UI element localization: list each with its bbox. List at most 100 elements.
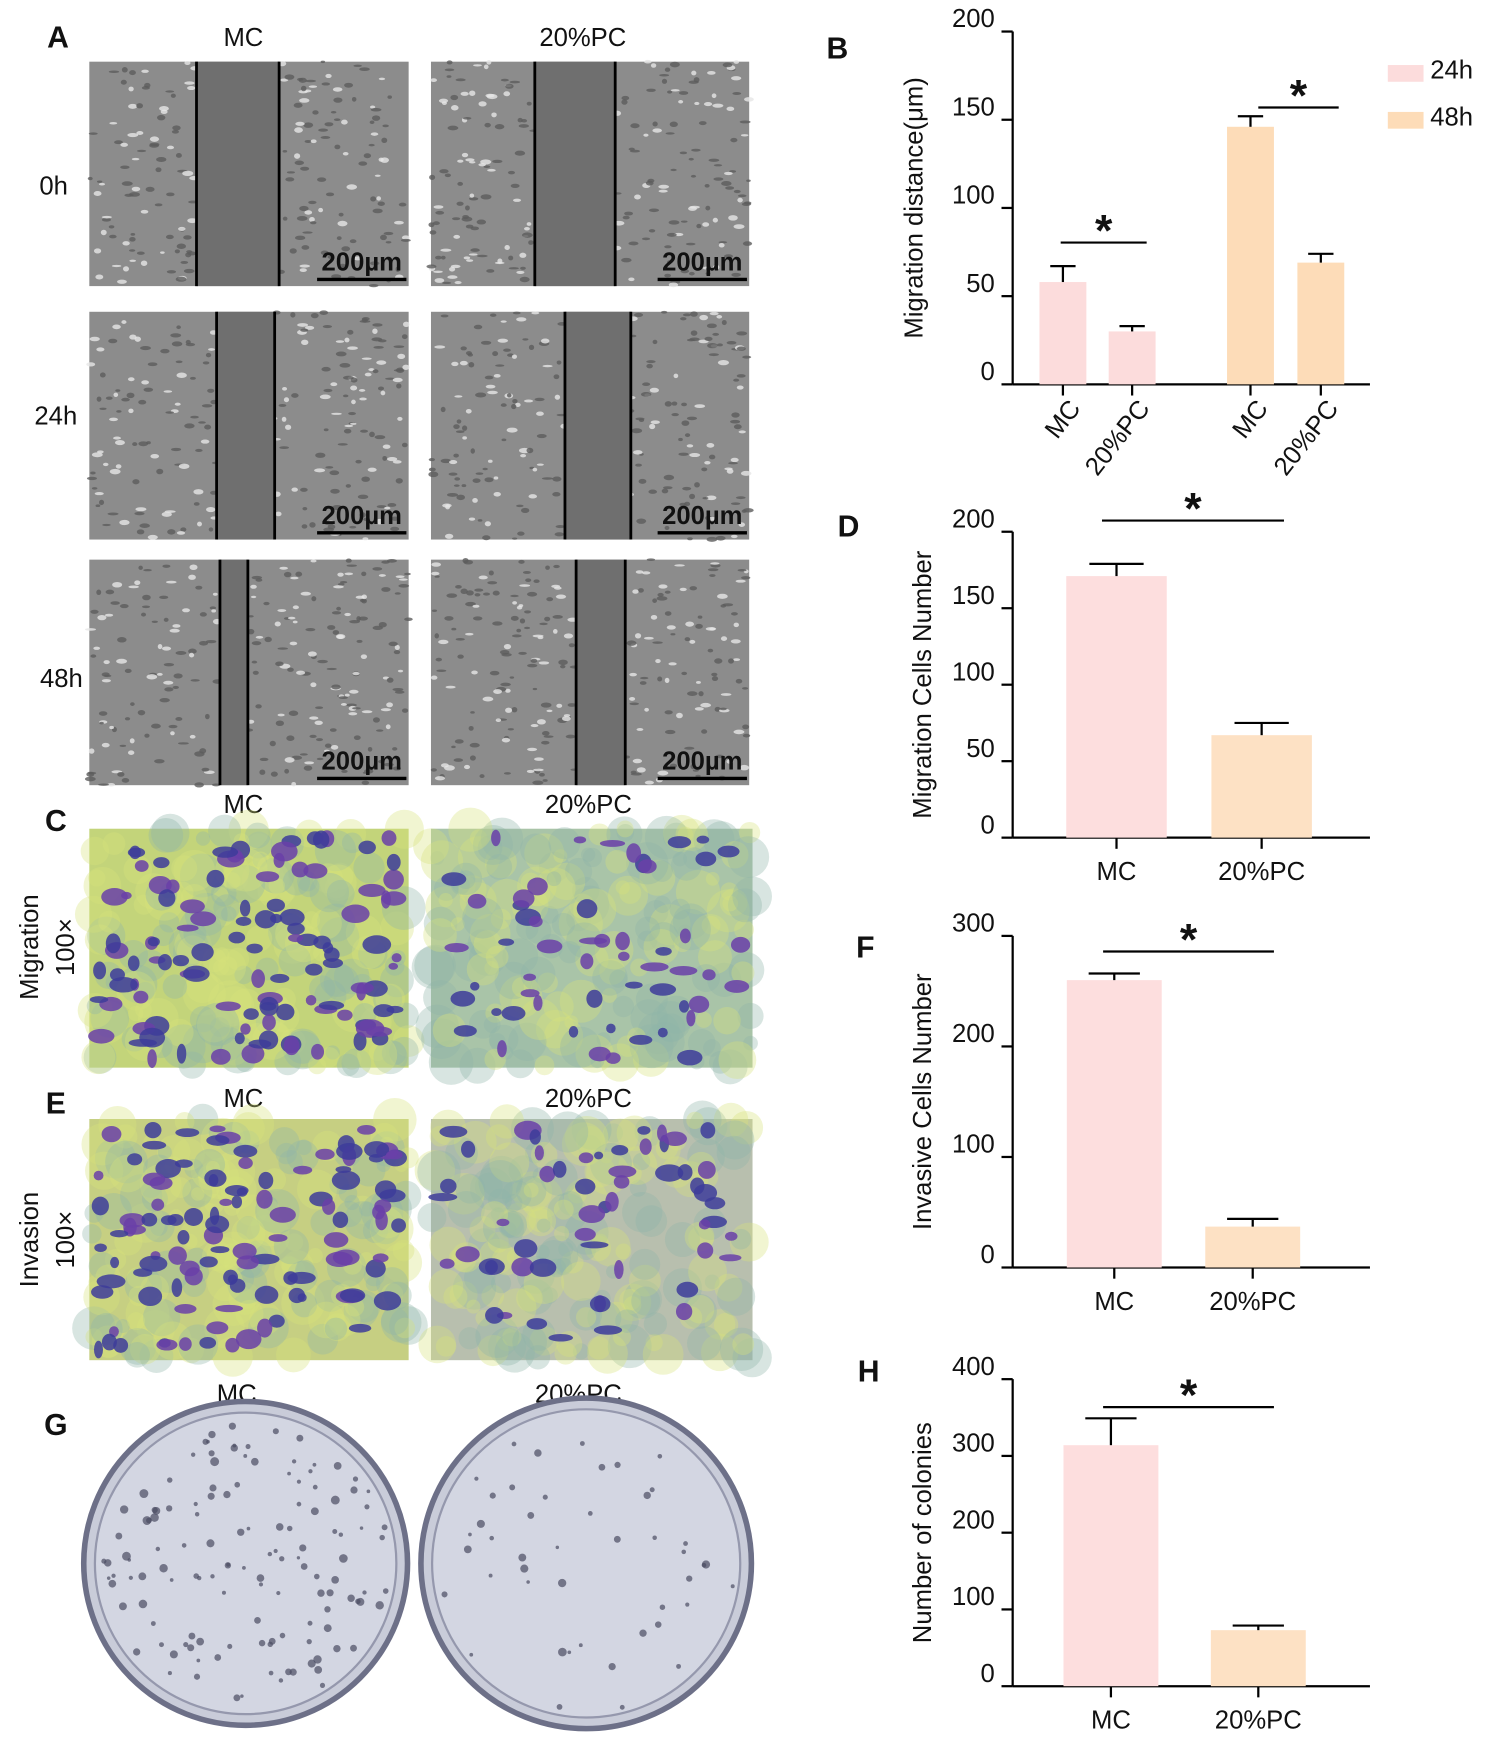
cell <box>649 387 659 393</box>
cell <box>635 570 644 574</box>
texture <box>341 1049 362 1070</box>
stained-cell <box>588 1046 611 1062</box>
colony <box>542 1494 548 1500</box>
stained-cell <box>139 1027 166 1048</box>
cell <box>440 406 446 413</box>
cell <box>131 186 141 192</box>
cell <box>510 183 520 188</box>
colony <box>233 1694 241 1702</box>
stained-cell <box>238 1157 253 1170</box>
cell <box>394 644 400 651</box>
cell <box>121 778 130 783</box>
cell <box>663 486 673 490</box>
texture <box>508 1155 539 1185</box>
cell <box>509 676 515 679</box>
cell <box>732 92 742 95</box>
cell <box>453 453 459 458</box>
micrograph <box>74 809 426 1079</box>
stained-cell <box>534 1145 544 1161</box>
texture <box>739 821 761 844</box>
texture <box>85 1151 124 1190</box>
cell <box>520 454 527 458</box>
cell <box>687 691 698 696</box>
texture <box>607 1324 652 1369</box>
cell <box>359 397 367 401</box>
cell <box>122 241 130 246</box>
texture <box>421 1018 462 1060</box>
colony <box>364 1504 370 1510</box>
cell <box>96 396 102 402</box>
cell <box>162 564 171 568</box>
stained-cell <box>209 1125 226 1133</box>
cell <box>487 168 496 172</box>
cell <box>448 472 458 476</box>
cell <box>339 580 348 584</box>
cell <box>664 525 670 530</box>
cell <box>449 266 456 272</box>
texture <box>389 1036 419 1067</box>
texture <box>481 1284 505 1308</box>
stained-cell <box>155 1158 181 1178</box>
texture <box>520 833 552 865</box>
cell <box>736 331 748 336</box>
stained-cell <box>358 840 376 855</box>
cell <box>684 637 691 642</box>
cell <box>361 317 370 321</box>
cell <box>658 184 670 189</box>
cell <box>127 132 139 138</box>
cell <box>652 128 662 133</box>
cell <box>342 151 349 156</box>
stained-cell <box>586 989 603 1008</box>
stained-cell <box>365 1259 386 1278</box>
cell <box>180 261 189 264</box>
stained-cell <box>439 1125 468 1138</box>
cell <box>361 571 367 577</box>
texture <box>452 1266 497 1310</box>
colony <box>187 1644 195 1652</box>
cell <box>302 507 308 511</box>
y-tick-label: 200 <box>952 505 995 533</box>
cell <box>102 462 109 467</box>
colony <box>138 1599 148 1609</box>
micrograph <box>86 310 410 541</box>
cell <box>706 323 717 329</box>
colony <box>167 1477 173 1483</box>
cell <box>690 763 696 770</box>
cell <box>100 229 107 236</box>
cell <box>670 168 677 172</box>
cell <box>511 707 518 713</box>
cell <box>102 523 111 527</box>
cell <box>175 360 183 364</box>
cell <box>646 360 656 364</box>
cell <box>151 723 161 729</box>
cell <box>674 564 685 567</box>
cell <box>733 729 745 735</box>
cell <box>643 133 649 137</box>
cell <box>132 479 140 485</box>
cell <box>340 703 347 706</box>
stained-cell <box>626 843 642 863</box>
texture <box>380 1302 422 1343</box>
texture <box>245 833 273 862</box>
cell <box>349 619 361 624</box>
texture <box>466 1299 481 1314</box>
cell <box>731 412 740 418</box>
cell <box>512 601 518 605</box>
cell <box>199 748 207 754</box>
cell <box>387 95 392 99</box>
cell <box>630 123 640 129</box>
cell <box>138 441 149 447</box>
colony <box>273 1548 278 1554</box>
stained-cell <box>523 973 537 981</box>
cell <box>161 511 172 517</box>
cell <box>143 387 154 392</box>
colony <box>332 1528 338 1534</box>
cell <box>530 724 539 728</box>
cell <box>319 394 331 400</box>
cell <box>501 438 507 442</box>
cell <box>96 589 102 596</box>
cell <box>695 680 701 684</box>
cell <box>97 180 103 183</box>
cell <box>394 690 405 694</box>
stained-cell <box>637 1125 651 1135</box>
